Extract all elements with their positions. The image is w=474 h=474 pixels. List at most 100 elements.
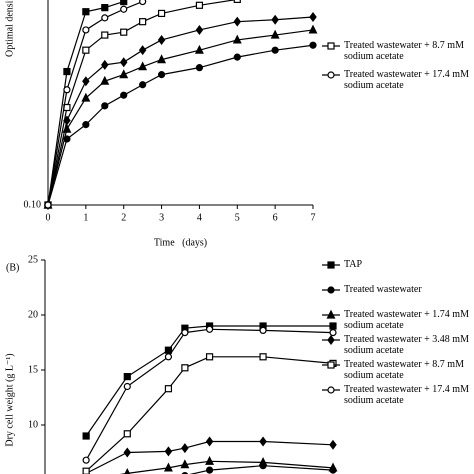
marker xyxy=(329,322,337,330)
marker xyxy=(81,92,91,102)
marker xyxy=(259,436,267,447)
marker xyxy=(205,436,214,447)
x-tick-label: 7 xyxy=(311,212,316,223)
marker xyxy=(258,457,268,466)
marker xyxy=(139,0,147,6)
marker xyxy=(82,26,90,34)
marker xyxy=(308,24,318,34)
marker xyxy=(139,81,147,89)
marker xyxy=(181,364,189,372)
legend-label: Treated wastewater + 8.7 mM sodium aceta… xyxy=(344,40,464,62)
marker xyxy=(327,71,335,79)
marker xyxy=(124,468,131,474)
marker xyxy=(157,71,166,79)
marker xyxy=(164,385,173,393)
marker xyxy=(205,353,214,361)
marker xyxy=(259,326,267,334)
y-tick-label: 20 xyxy=(28,309,38,320)
panel-label: (B) xyxy=(6,262,19,273)
y-axis-label: Optimal density at xyxy=(4,0,15,57)
marker xyxy=(123,382,131,391)
x-tick-label: 5 xyxy=(235,212,240,223)
marker xyxy=(82,121,90,129)
marker xyxy=(205,325,214,333)
series-line xyxy=(47,16,314,206)
marker xyxy=(329,439,337,450)
marker xyxy=(138,45,147,56)
marker xyxy=(164,446,173,457)
marker xyxy=(123,373,131,381)
marker xyxy=(44,201,52,209)
marker xyxy=(63,86,71,94)
y-tick-label: 0.10 xyxy=(24,199,42,210)
marker xyxy=(180,459,190,469)
marker xyxy=(119,69,129,79)
marker xyxy=(101,102,109,110)
marker xyxy=(101,4,109,12)
marker xyxy=(270,29,280,39)
legend-label: Treated wastewater xyxy=(344,284,422,295)
marker xyxy=(123,430,131,438)
marker xyxy=(100,75,110,85)
marker xyxy=(157,9,166,18)
marker xyxy=(163,462,173,472)
x-tick-label: 6 xyxy=(273,212,278,223)
legend-label: Treated wastewater + 8.7 mM sodium aceta… xyxy=(344,359,464,381)
marker xyxy=(138,61,148,71)
marker xyxy=(120,0,128,6)
marker xyxy=(101,59,109,70)
marker xyxy=(120,28,128,36)
marker xyxy=(233,0,241,4)
marker xyxy=(233,16,242,27)
marker xyxy=(329,329,337,337)
marker xyxy=(181,329,189,337)
marker xyxy=(164,353,173,361)
marker xyxy=(232,34,242,44)
marker xyxy=(194,44,204,54)
marker xyxy=(120,91,128,99)
marker xyxy=(139,18,147,26)
legend-label: TAP xyxy=(344,259,363,270)
marker xyxy=(82,456,90,464)
marker xyxy=(120,5,128,13)
marker xyxy=(309,11,317,22)
legend-label: Treated wastewater + 1.74 mM sodium acet… xyxy=(344,309,469,331)
legend-label: Treated wastewater + 17.4 mM sodium acet… xyxy=(344,69,469,91)
marker xyxy=(327,286,335,294)
legend-label: Treated wastewater + 3.48 mM sodium acet… xyxy=(344,334,469,356)
marker xyxy=(205,466,214,474)
x-tick-label: 2 xyxy=(121,212,126,223)
marker xyxy=(328,462,338,472)
x-tick-label: 0 xyxy=(46,212,51,223)
marker xyxy=(327,386,335,394)
y-tick-label: 25 xyxy=(28,254,38,265)
marker xyxy=(259,353,267,361)
x-tick-label: 1 xyxy=(83,212,88,223)
marker xyxy=(327,42,335,50)
marker xyxy=(195,64,204,72)
marker xyxy=(181,443,189,454)
marker xyxy=(157,54,167,64)
marker xyxy=(63,67,71,76)
marker xyxy=(101,14,109,22)
y-axis-label: Dry cell weight (g L⁻¹) xyxy=(4,353,15,446)
marker xyxy=(327,361,335,369)
marker xyxy=(195,24,204,35)
marker xyxy=(205,455,215,465)
marker xyxy=(233,53,241,61)
y-tick-label: 10 xyxy=(28,419,38,430)
marker xyxy=(82,432,90,440)
x-tick-label: 3 xyxy=(159,212,164,223)
legend-label: Treated wastewater + 17.4 mM sodium acet… xyxy=(344,384,469,406)
marker xyxy=(327,261,335,269)
marker xyxy=(157,34,166,45)
x-axis-label: Time (days) xyxy=(154,237,207,248)
marker xyxy=(326,309,336,319)
marker xyxy=(82,46,90,54)
marker xyxy=(327,335,335,345)
marker xyxy=(119,57,128,68)
series-line xyxy=(47,0,238,206)
y-tick-label: 15 xyxy=(28,364,38,375)
